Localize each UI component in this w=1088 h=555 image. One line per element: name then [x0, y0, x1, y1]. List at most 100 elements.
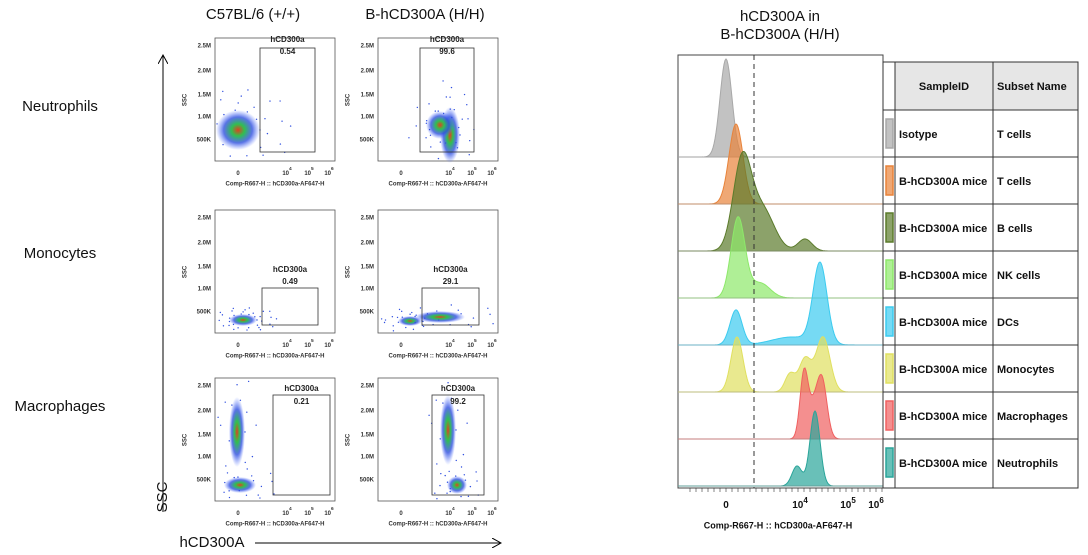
- x-tick-label: 0: [723, 500, 729, 511]
- event-dot: [409, 313, 411, 315]
- y-tick-label: 500K: [197, 138, 212, 144]
- color-swatch: [885, 447, 894, 478]
- event-dot: [440, 472, 442, 475]
- event-dot: [259, 315, 261, 318]
- event-dot: [439, 438, 441, 440]
- event-dot: [434, 110, 436, 112]
- event-dot: [252, 480, 255, 482]
- tick-base: 10: [324, 171, 331, 177]
- y-tick-label: 2.0M: [361, 241, 374, 247]
- event-dot: [412, 328, 415, 331]
- event-dot: [281, 120, 283, 122]
- tick-sup: 6: [331, 506, 334, 512]
- tick-sup: 5: [311, 506, 314, 512]
- event-dot: [428, 414, 430, 417]
- event-dot: [463, 93, 466, 96]
- subset-name: DCs: [997, 317, 1019, 329]
- event-dot: [455, 141, 457, 144]
- x-tick-label: 106: [868, 496, 884, 511]
- event-dot: [228, 320, 231, 323]
- event-dot: [442, 112, 445, 115]
- tick-base: 0: [236, 343, 240, 349]
- event-dot: [487, 307, 489, 310]
- tick-sup: 6: [494, 338, 497, 344]
- y-tick-label: 1.5M: [198, 433, 211, 439]
- event-dot: [415, 314, 417, 316]
- event-dot: [450, 304, 452, 306]
- event-dot: [460, 495, 462, 498]
- subset-name: B cells: [997, 223, 1032, 235]
- event-dot: [437, 110, 439, 112]
- tick-sup: 5: [311, 166, 314, 172]
- y-tick-label: 2.5M: [361, 44, 374, 50]
- event-dot: [244, 309, 246, 311]
- event-dot: [392, 330, 395, 332]
- event-dot: [439, 141, 442, 143]
- event-dot: [430, 146, 432, 148]
- tick-base: 10: [467, 171, 474, 177]
- event-dot: [269, 100, 271, 102]
- event-dot: [233, 476, 235, 479]
- event-dot: [255, 118, 258, 120]
- event-dot: [251, 455, 254, 458]
- event-dot: [246, 411, 248, 413]
- event-dot: [438, 319, 440, 321]
- plot-frame: [377, 377, 499, 502]
- event-dot: [251, 475, 253, 477]
- y-tick-label: 2.5M: [361, 384, 374, 390]
- x-tick-label: 104: [445, 166, 455, 176]
- y-tick-label: 500K: [197, 478, 212, 484]
- x-tick-label: 105: [467, 166, 477, 176]
- x-tick-label: 105: [840, 496, 856, 511]
- x-axis-title: Comp-R667-H :: hCD300a-AF647-H: [225, 522, 324, 528]
- event-dot: [259, 497, 261, 499]
- event-dot: [419, 307, 422, 309]
- event-dot: [455, 459, 457, 462]
- event-dot: [459, 134, 461, 136]
- event-dot: [425, 122, 428, 124]
- subset-name: Neutrophils: [997, 458, 1058, 470]
- x-axis-label: hCD300A: [179, 534, 244, 551]
- tick-sup: 5: [851, 496, 856, 505]
- event-dot: [262, 310, 265, 313]
- sample-id: B-hCD300A mice: [899, 317, 987, 329]
- event-dot: [246, 329, 248, 331]
- gate-value: 0.54: [280, 47, 296, 56]
- hist-title: B-hCD300A (H/H): [720, 26, 839, 43]
- y-tick-label: 2.0M: [198, 409, 211, 415]
- tick-base: 10: [324, 343, 331, 349]
- plot-frame: [377, 37, 499, 162]
- tick-base: 0: [723, 500, 729, 511]
- gate: [272, 394, 331, 496]
- event-dot: [224, 401, 226, 403]
- event-dot: [466, 104, 468, 106]
- tick-base: 10: [487, 343, 494, 349]
- event-dot: [425, 137, 427, 139]
- event-dot: [446, 492, 448, 494]
- x-tick-label: 0: [399, 343, 403, 349]
- sample-id: B-hCD300A mice: [899, 411, 987, 423]
- tick-base: 10: [487, 171, 494, 177]
- gate-value: 99.2: [450, 397, 466, 406]
- x-tick-label: 104: [282, 338, 292, 348]
- event-dot: [383, 321, 386, 324]
- sample-id: Isotype: [899, 129, 938, 141]
- event-dot: [455, 475, 457, 477]
- y-tick-label: 2.0M: [361, 69, 374, 75]
- tick-sup: 4: [289, 338, 292, 344]
- event-dot: [279, 100, 281, 102]
- event-dot: [232, 307, 235, 310]
- tick-sup: 5: [474, 506, 477, 512]
- hist-title: hCD300A in: [740, 8, 820, 25]
- event-dot: [489, 313, 491, 316]
- event-dot: [275, 318, 278, 320]
- event-dot: [252, 312, 254, 314]
- event-dot: [262, 154, 264, 156]
- event-dot: [450, 86, 453, 89]
- y-axis-label: SSC: [154, 481, 171, 512]
- tick-base: 10: [282, 343, 289, 349]
- x-tick-label: 0: [236, 511, 240, 517]
- y-tick-label: 1.5M: [198, 265, 211, 271]
- x-tick-label: 106: [487, 506, 497, 516]
- tick-base: 10: [868, 500, 880, 511]
